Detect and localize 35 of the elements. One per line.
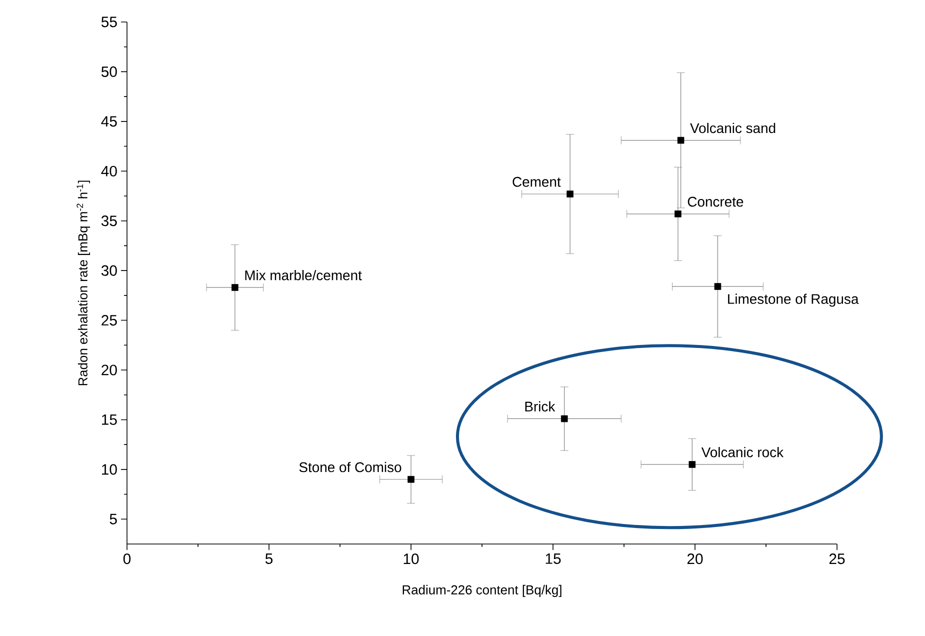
annotation: Brick	[525, 401, 556, 412]
annotation: Limestone of Ragusa	[728, 294, 859, 307]
y-tick-label: 40	[101, 166, 117, 176]
point	[232, 284, 238, 291]
y-tick-label: 30	[101, 265, 117, 276]
point	[714, 283, 722, 290]
annotation: Concrete	[688, 196, 744, 207]
x-tick-label: 15	[546, 554, 561, 564]
annotation: Cement	[512, 176, 561, 187]
y-tick-label: 55	[101, 16, 117, 28]
x-tick-label: 25	[829, 554, 845, 564]
x-tick-label: 20	[687, 554, 703, 564]
annotation: Stone of Comiso	[299, 462, 402, 472]
y-tick-label: 50	[101, 66, 117, 77]
x-tick-label: 10	[404, 554, 419, 564]
x-tick-label: 5	[265, 554, 273, 564]
point	[408, 476, 414, 483]
annotation: Volcanic sand	[690, 122, 776, 134]
y-tick-label: 5	[110, 514, 117, 524]
y-axis-title: Radon exhalation rate [mBq m$^{-2}$ h$^{-1}$]	[76, 180, 90, 386]
x-tick-label: 0	[123, 554, 131, 564]
point	[688, 461, 696, 468]
annotation: Volcanic rock	[701, 447, 784, 458]
point	[560, 415, 568, 422]
point	[674, 210, 682, 218]
y-tick-label: 25	[102, 314, 117, 326]
y-tick-label: 35	[101, 216, 117, 226]
point	[677, 136, 684, 144]
y-tick-label: 10	[102, 464, 117, 475]
y-tick-label: 20	[102, 364, 117, 376]
point	[566, 190, 574, 198]
y-tick-label: 15	[102, 414, 117, 425]
x-axis-title: Radium-226 content [Bq/kg]	[402, 584, 562, 598]
y-tick-label: 45	[101, 116, 117, 127]
annotation: Mix marble/cement	[245, 270, 362, 280]
